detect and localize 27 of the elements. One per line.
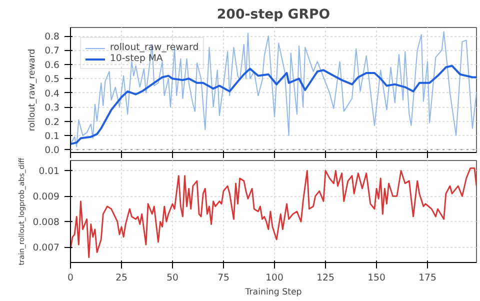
y-tick-label: 0.007 bbox=[32, 242, 60, 254]
y-tick-label: 0.008 bbox=[32, 217, 60, 228]
line-series bbox=[70, 167, 476, 258]
y-axis-title: rollout_raw_reward bbox=[28, 48, 38, 132]
y-tick-label: 0.2 bbox=[44, 116, 60, 128]
x-tick-label: 100 bbox=[266, 272, 284, 284]
y-tick-label: 0.5 bbox=[44, 74, 60, 86]
x-tick-label: 125 bbox=[316, 272, 334, 284]
y-tick-label: 0.01 bbox=[38, 166, 60, 178]
line-series bbox=[70, 64, 476, 145]
x-tick-label: 150 bbox=[368, 272, 386, 284]
y-tick-label: 0.3 bbox=[44, 102, 60, 114]
x-tick-label: 50 bbox=[166, 272, 179, 284]
y-tick-label: 0.0 bbox=[44, 145, 60, 156]
x-tick-label: 25 bbox=[116, 272, 128, 284]
y-tick-label: 0.1 bbox=[44, 130, 60, 142]
line-series bbox=[70, 31, 476, 148]
y-tick-label: 0.7 bbox=[44, 46, 60, 57]
y-tick-label: 0.8 bbox=[44, 32, 60, 43]
x-axis-title: Training Step bbox=[244, 288, 302, 298]
x-tick-label: 75 bbox=[218, 272, 230, 284]
x-tick-label: 0 bbox=[68, 272, 74, 284]
chart-title: 200-step GRPO bbox=[216, 8, 330, 22]
x-tick-label: 175 bbox=[418, 272, 437, 284]
y-tick-label: 0.6 bbox=[44, 60, 60, 71]
y-tick-label: 0.4 bbox=[44, 88, 60, 100]
y-tick-label: 0.009 bbox=[32, 192, 60, 203]
